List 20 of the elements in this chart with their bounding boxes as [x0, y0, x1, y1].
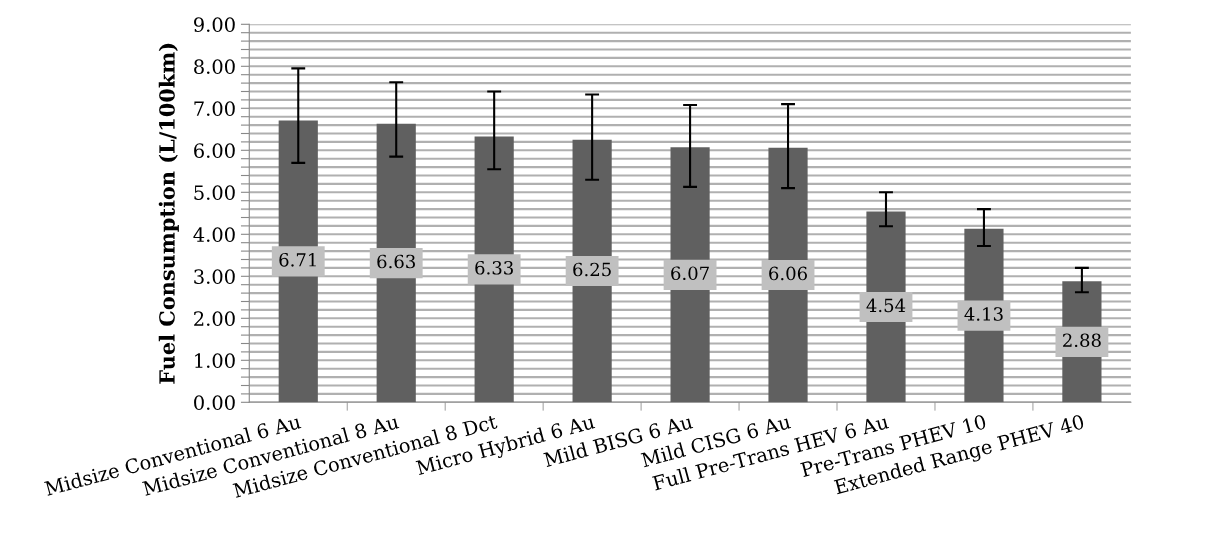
data-label: 4.13 [964, 307, 1003, 321]
data-label: 6.71 [279, 252, 316, 267]
data-label: 6.06 [769, 266, 807, 281]
y-tick-label: 1.00 [195, 353, 235, 368]
data-label: 2.88 [1063, 333, 1101, 348]
y-tick-label: 4.00 [193, 227, 235, 242]
data-label: 6.07 [671, 266, 709, 281]
y-tick-label: 9.00 [194, 17, 235, 32]
y-tick-label: 2.00 [194, 311, 235, 326]
y-axis-title: Fuel Consumption (L/100km) [158, 43, 179, 384]
y-tick-label: 0.00 [194, 395, 235, 410]
data-label: 4.54 [866, 298, 906, 313]
data-label: 6.63 [377, 254, 415, 269]
data-label: 6.33 [475, 260, 513, 275]
y-tick-label: 8.00 [194, 59, 235, 74]
y-tick-label: 3.00 [194, 269, 235, 284]
data-label: 6.25 [573, 262, 611, 277]
y-tick-label: 6.00 [194, 143, 235, 158]
y-tick-label: 7.00 [194, 101, 235, 116]
y-tick-label: 5.00 [194, 185, 235, 200]
